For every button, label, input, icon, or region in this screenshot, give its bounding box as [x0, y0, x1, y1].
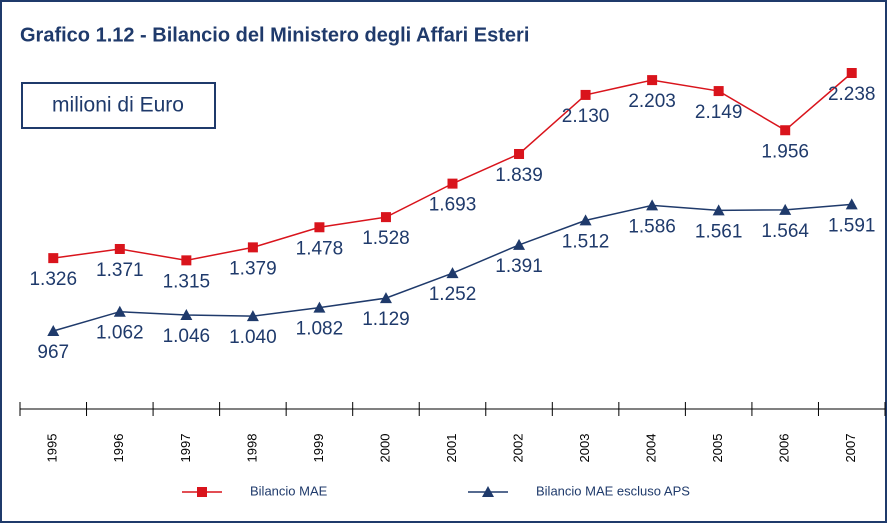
point [313, 301, 326, 313]
value-label: 2.130 [562, 106, 610, 127]
point [314, 222, 325, 233]
value-label: 1.839 [495, 165, 543, 186]
value-label: 1.252 [429, 284, 477, 305]
point [180, 308, 193, 320]
legend-marker [197, 487, 207, 497]
x-tick-label: 2006 [777, 434, 792, 463]
point [712, 204, 725, 216]
point [246, 310, 259, 322]
value-label: 1.564 [761, 221, 809, 242]
value-label: 967 [37, 342, 69, 363]
value-label: 1.528 [362, 228, 410, 249]
value-label: 1.693 [429, 195, 477, 216]
value-label: 1.326 [29, 269, 77, 290]
x-tick-label: 1996 [111, 434, 126, 463]
point [846, 68, 857, 78]
value-label: 2.238 [828, 84, 876, 105]
x-tick-label: 1999 [311, 434, 326, 463]
value-label: 1.956 [761, 141, 809, 162]
x-tick-label: 2004 [644, 434, 659, 463]
x-tick-label: 2003 [577, 434, 592, 463]
x-tick-label: 2005 [710, 434, 725, 463]
point [446, 267, 459, 279]
x-tick-label: 1998 [244, 434, 259, 463]
x-tick-label: 2007 [843, 434, 858, 463]
legend-label: Bilancio MAE [250, 483, 328, 498]
unit-box [21, 82, 216, 129]
point [48, 253, 59, 264]
point [780, 125, 791, 136]
point [579, 214, 592, 226]
point [447, 178, 458, 189]
point [845, 198, 858, 210]
value-label: 2.203 [628, 91, 676, 112]
point [513, 238, 526, 250]
value-label: 1.379 [229, 258, 277, 279]
x-tick-label: 1995 [45, 434, 60, 463]
point [514, 148, 525, 159]
value-label: 2.149 [695, 102, 743, 123]
value-label: 1.391 [495, 256, 543, 277]
point [379, 292, 392, 304]
point [779, 203, 792, 215]
value-label: 1.371 [96, 260, 144, 281]
value-label: 1.082 [296, 319, 344, 340]
x-tick-label: 1997 [178, 434, 193, 463]
point [114, 243, 125, 254]
value-label: 1.046 [163, 326, 211, 347]
value-label: 1.586 [628, 216, 676, 237]
value-label: 1.561 [695, 221, 743, 242]
x-tick-label: 2001 [444, 434, 459, 463]
value-label: 1.512 [562, 231, 610, 252]
value-label: 1.040 [229, 327, 277, 348]
unit-label: milioni di Euro [52, 94, 184, 117]
point [113, 305, 126, 317]
point [380, 212, 391, 223]
point [580, 89, 591, 100]
point [646, 199, 659, 211]
point [47, 325, 60, 336]
value-label: 1.315 [163, 271, 211, 292]
legend-label: Bilancio MAE escluso APS [536, 483, 690, 498]
chart-title: Grafico 1.12 - Bilancio del Ministero de… [20, 24, 529, 46]
value-label: 1.129 [362, 309, 410, 330]
legend-marker [482, 486, 494, 497]
value-label: 1.478 [296, 238, 344, 259]
value-label: 1.062 [96, 323, 144, 344]
point [181, 255, 192, 266]
value-label: 1.591 [828, 215, 876, 236]
point [647, 75, 658, 86]
x-tick-label: 2002 [510, 434, 525, 463]
x-tick-label: 2000 [377, 434, 392, 463]
point [713, 86, 724, 97]
point [247, 242, 258, 253]
